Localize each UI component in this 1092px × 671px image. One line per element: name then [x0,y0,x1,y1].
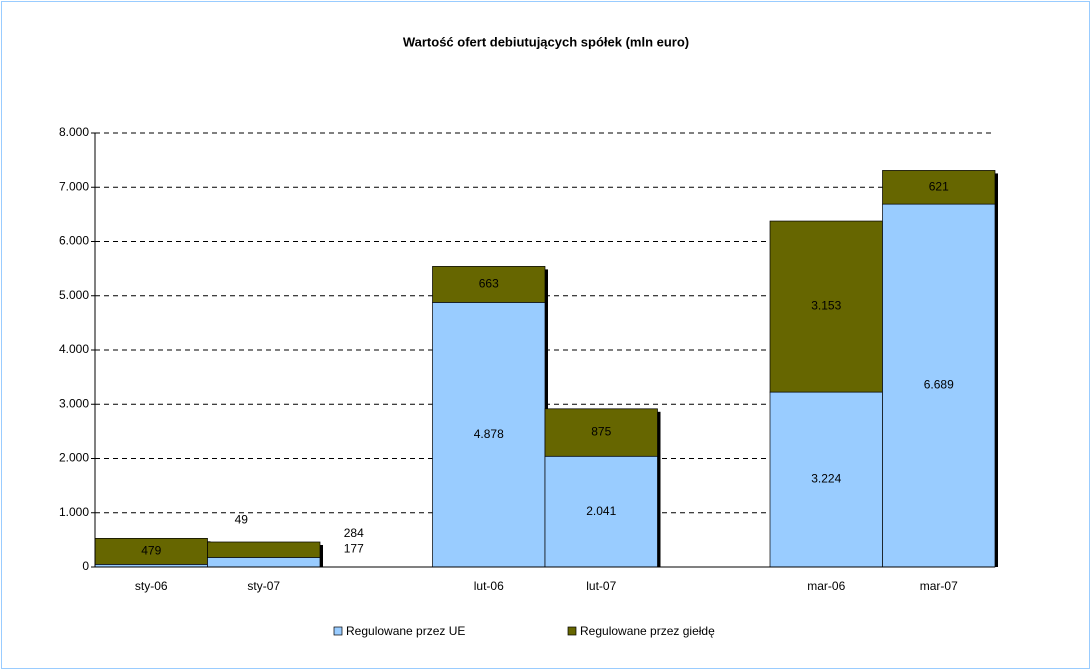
data-label: 49 [235,513,249,527]
data-label: 6.689 [924,378,954,392]
y-tick-label: 2.000 [59,451,89,465]
y-tick-label: 4.000 [59,342,89,356]
legend-swatch [333,626,343,636]
x-tick-label: sty-07 [247,579,280,593]
data-label: 3.224 [811,472,841,486]
data-label: 284 [344,526,364,540]
bar-segment [207,557,321,568]
data-label: 2.041 [586,504,616,518]
legend-label: Regulowane przez UE [346,624,465,638]
y-tick-label: 3.000 [59,396,89,410]
legend-swatch [567,626,577,636]
y-tick-label: 8.000 [59,125,89,139]
data-label: 479 [141,544,161,558]
x-tick-label: mar-07 [920,579,958,593]
y-tick-label: 1.000 [59,505,89,519]
y-tick-label: 6.000 [59,234,89,248]
data-label: 663 [479,277,499,291]
y-tick-label: 7.000 [59,179,89,193]
y-tick-label: 0 [82,559,89,573]
data-label: 4.878 [474,427,504,441]
data-label: 177 [344,542,364,556]
x-tick-label: lut-07 [586,579,616,593]
bar-segment [882,203,996,568]
chart-title: Wartość ofert debiutujących spółek (mln … [403,34,689,49]
legend-label: Regulowane przez giełdę [580,624,715,638]
data-label: 875 [591,425,611,439]
bar-segment [769,220,883,393]
bar-shadow [995,173,998,567]
bar-segment [207,541,321,558]
bar-segment [94,538,208,565]
data-label: 621 [929,179,949,193]
bar-segment [432,266,546,303]
bar-shadow [320,544,323,567]
x-tick-label: sty-06 [135,579,168,593]
y-tick-label: 5.000 [59,288,89,302]
x-tick-label: mar-06 [807,579,845,593]
bar-segment [544,408,658,457]
x-tick-label: lut-06 [474,579,504,593]
bar-segment [882,170,996,205]
data-label: 3.153 [811,299,841,313]
bar-shadow [657,411,661,567]
